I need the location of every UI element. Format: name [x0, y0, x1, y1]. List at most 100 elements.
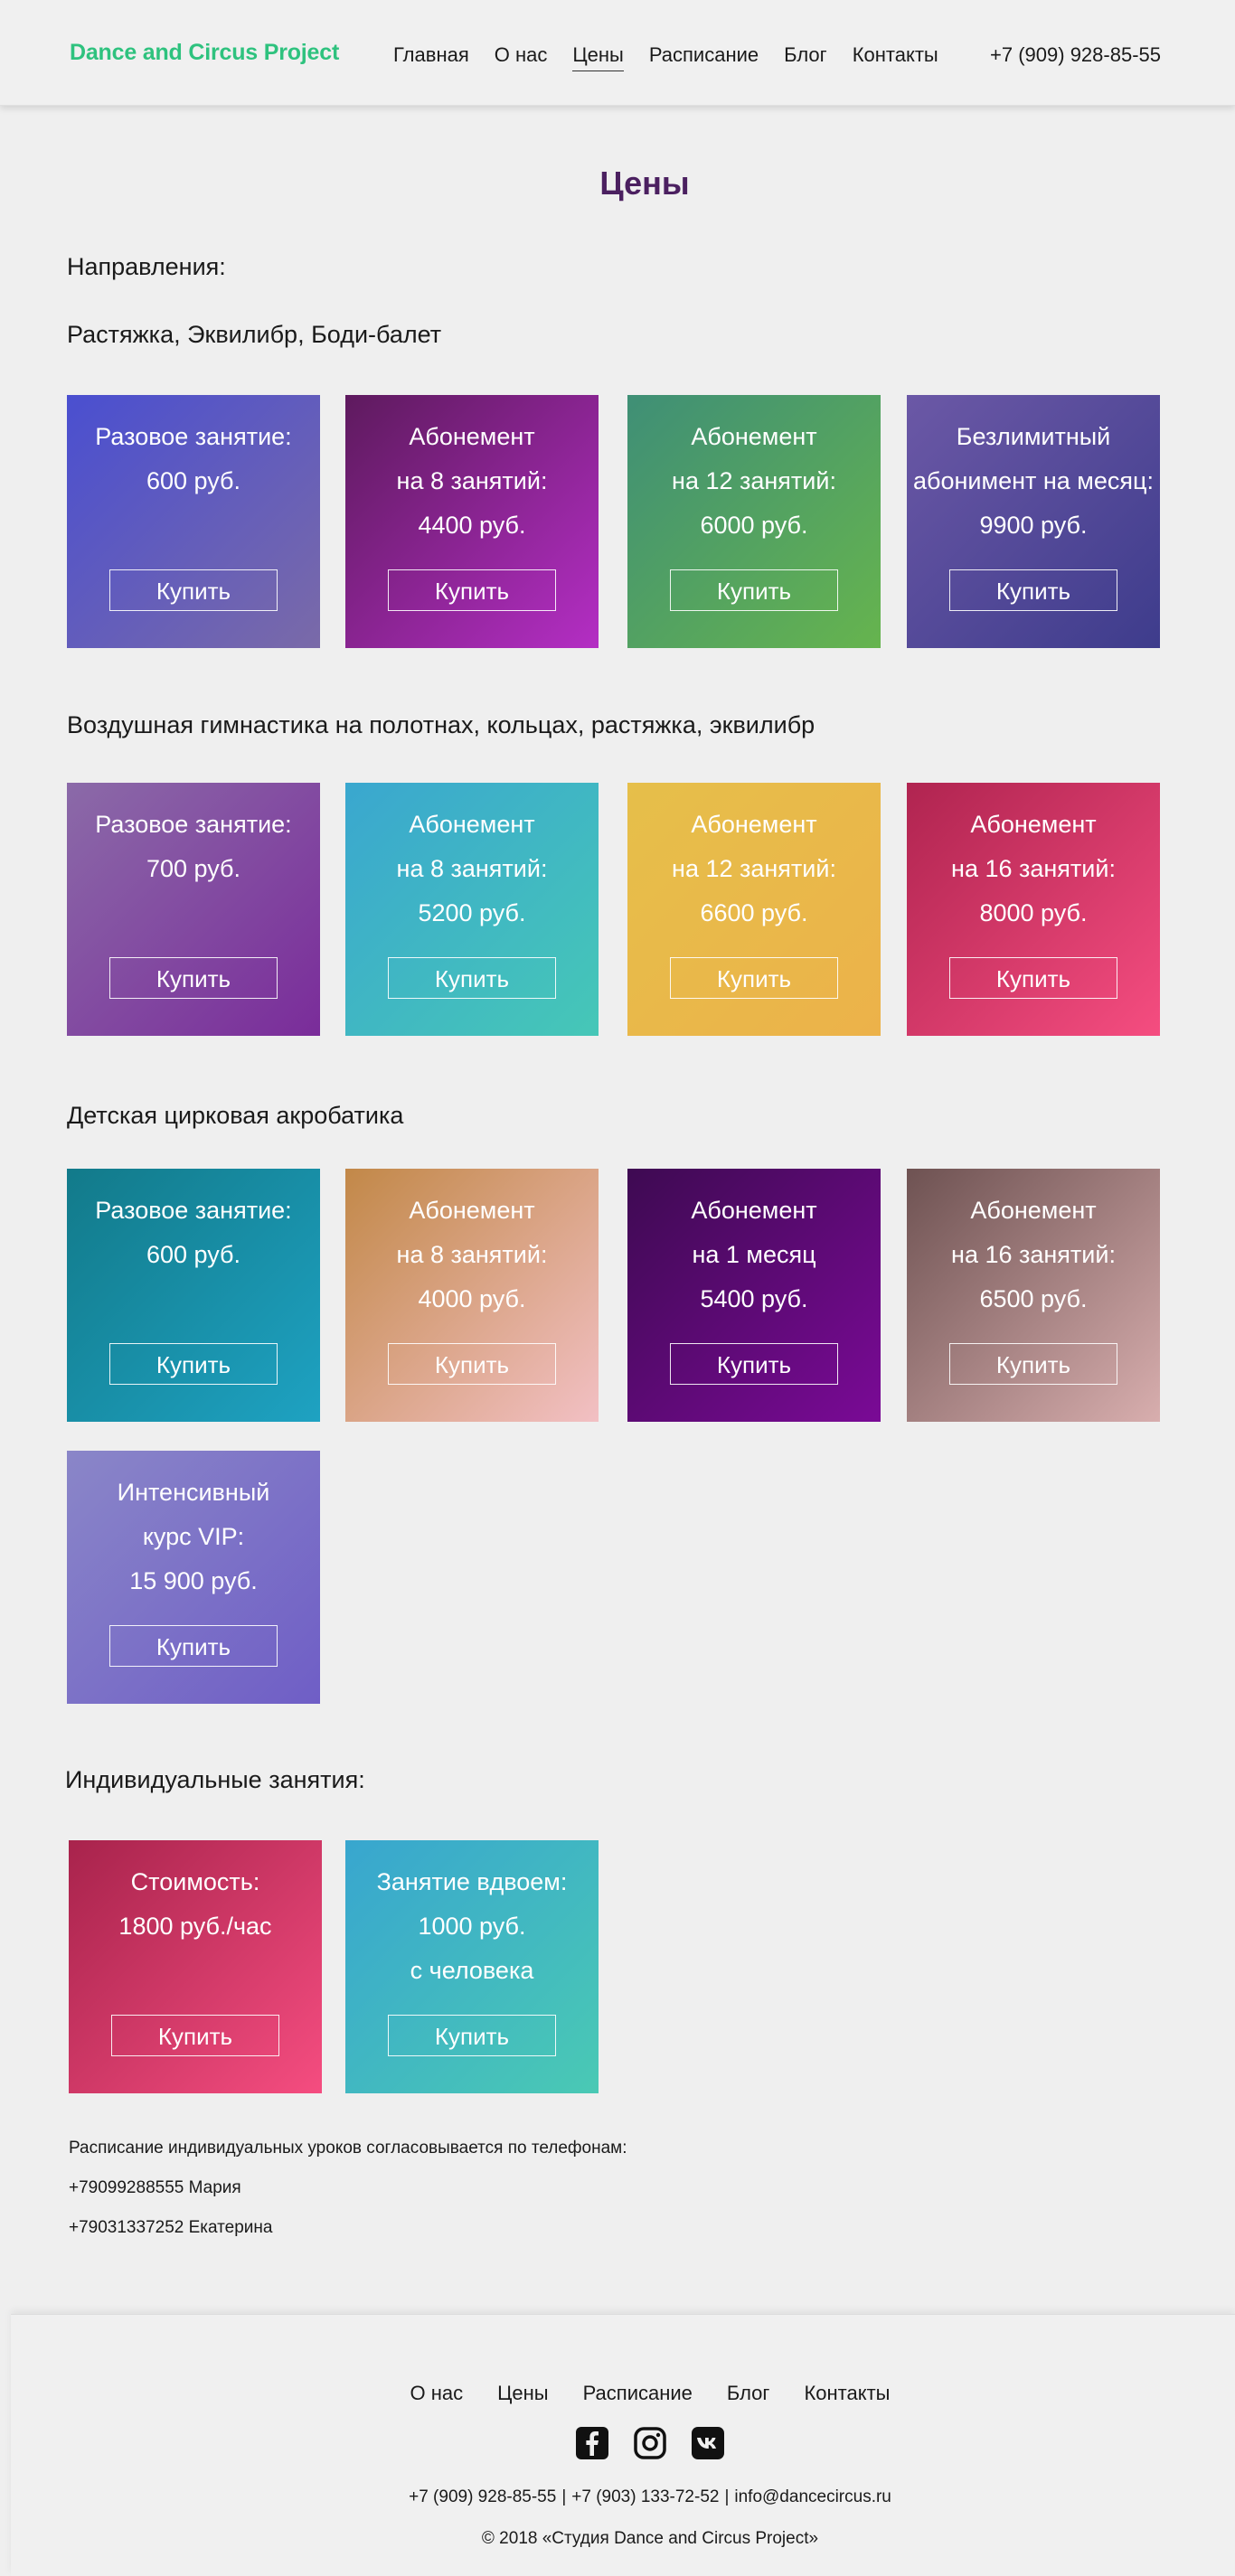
footer-phone-1[interactable]: +7 (909) 928-85-55	[409, 2487, 557, 2506]
nav-link-prices[interactable]: Цены	[572, 43, 624, 71]
price-card-line: 1800 руб./час	[118, 1913, 272, 1940]
section-title-stretching: Растяжка, Эквилибр, Боди-балет	[67, 321, 442, 348]
price-card-text: Абонемент на 16 занятий: 8000 руб.	[907, 783, 1160, 935]
price-card-line: 8000 руб.	[979, 899, 1088, 926]
header-phone[interactable]: +7 (909) 928-85-55	[990, 43, 1161, 66]
price-card-line: Разовое занятие:	[95, 423, 292, 450]
price-card: Безлимитный абонимент на месяц: 9900 руб. К…	[907, 395, 1160, 648]
nav-link-blog[interactable]: Блог	[784, 43, 827, 66]
section-title-aerial: Воздушная гимнастика на полотнах, кольца…	[67, 711, 815, 738]
price-card-line: на 12 занятий:	[672, 467, 836, 494]
nav-link-schedule[interactable]: Расписание	[648, 43, 759, 66]
nav-link-home[interactable]: Главная	[393, 43, 469, 66]
buy-button[interactable]: Купить	[388, 1343, 556, 1385]
price-card: Абонемент на 16 занятий: 8000 руб. Купить	[907, 783, 1160, 1036]
main-nav: Главная О нас Цены Расписание Блог Конта…	[393, 43, 964, 71]
contact-ekaterina: +79031337252 Екатерина	[69, 2218, 273, 2237]
price-card-text: Разовое занятие: 600 руб.	[67, 395, 320, 503]
price-card-text: Стоимость: 1800 руб./час	[69, 1840, 322, 1949]
price-card-line: с человека	[410, 1957, 534, 1984]
footer-link-prices[interactable]: Цены	[497, 2382, 549, 2404]
price-card-line: 6000 руб.	[700, 512, 808, 539]
price-card-line: Абонемент	[409, 423, 535, 450]
footer-nav: О нас Цены Расписание Блог Контакты	[11, 2382, 1235, 2405]
price-card-line: 5400 руб.	[700, 1285, 808, 1312]
price-card-line: абонимент на месяц:	[913, 467, 1154, 494]
vk-icon[interactable]	[690, 2425, 726, 2461]
footer-link-schedule[interactable]: Расписание	[582, 2382, 693, 2404]
price-card: Абонемент на 1 месяц 5400 руб. Купить	[627, 1169, 881, 1422]
price-card-line: на 8 занятий:	[396, 855, 548, 882]
price-card-text: Разовое занятие: 600 руб.	[67, 1169, 320, 1277]
social-links	[11, 2425, 1235, 2461]
price-card-line: 4400 руб.	[418, 512, 526, 539]
price-card-line: на 1 месяц	[692, 1241, 816, 1268]
buy-button[interactable]: Купить	[949, 957, 1117, 999]
price-card-line: Абонемент	[970, 811, 1097, 838]
directions-label: Направления:	[67, 253, 226, 280]
price-card-line: 700 руб.	[146, 855, 241, 882]
price-card-line: Абонемент	[970, 1197, 1097, 1224]
section-title-individual: Индивидуальные занятия:	[65, 1766, 365, 1793]
footer-email[interactable]: info@dancecircus.ru	[734, 2487, 891, 2506]
price-card-line: 4000 руб.	[418, 1285, 526, 1312]
buy-button[interactable]: Купить	[109, 1625, 278, 1667]
nav-link-contacts[interactable]: Контакты	[852, 43, 938, 66]
buy-button[interactable]: Купить	[109, 957, 278, 999]
buy-button[interactable]: Купить	[670, 1343, 838, 1385]
price-card: Абонемент на 8 занятий: 4000 руб. Купить	[345, 1169, 599, 1422]
price-card: Разовое занятие: 600 руб. Купить	[67, 1169, 320, 1422]
buy-button[interactable]: Купить	[949, 1343, 1117, 1385]
price-card-text: Разовое занятие: 700 руб.	[67, 783, 320, 891]
price-card-line: 6600 руб.	[700, 899, 808, 926]
buy-button[interactable]: Купить	[388, 957, 556, 999]
instagram-icon[interactable]	[632, 2425, 668, 2461]
price-card: Абонемент на 8 занятий: 5200 руб. Купить	[345, 783, 599, 1036]
price-card: Занятие вдвоем: 1000 руб. с человека Купить	[345, 1840, 599, 2093]
price-card: Абонемент на 12 занятий: 6000 руб. Купить	[627, 395, 881, 648]
buy-button[interactable]: Купить	[109, 569, 278, 611]
price-card: Абонемент на 8 занятий: 4400 руб. Купить	[345, 395, 599, 648]
buy-button[interactable]: Купить	[109, 1343, 278, 1385]
price-card-line: Абонемент	[691, 1197, 817, 1224]
facebook-icon[interactable]	[574, 2425, 610, 2461]
page-title: Цены	[599, 165, 690, 202]
buy-button[interactable]: Купить	[949, 569, 1117, 611]
buy-button[interactable]: Купить	[388, 2015, 556, 2056]
footer-link-contacts[interactable]: Контакты	[804, 2382, 891, 2404]
buy-button[interactable]: Купить	[670, 957, 838, 999]
nav-link-about[interactable]: О нас	[494, 43, 548, 66]
price-card-text: Интенсивный курс VIP: 15 900 руб.	[67, 1451, 320, 1603]
buy-button[interactable]: Купить	[670, 569, 838, 611]
price-card: Интенсивный курс VIP: 15 900 руб. Купить	[67, 1451, 320, 1704]
price-card-line: Абонемент	[691, 423, 817, 450]
buy-button[interactable]: Купить	[388, 569, 556, 611]
copyright: © 2018 «Студия Dance and Circus Project»	[481, 2529, 819, 2548]
footer-link-about[interactable]: О нас	[410, 2382, 464, 2404]
price-card-line: 6500 руб.	[979, 1285, 1088, 1312]
price-card-line: 1000 руб.	[418, 1913, 526, 1940]
price-card: Абонемент на 12 занятий: 6600 руб. Купить	[627, 783, 881, 1036]
price-card-text: Абонемент на 8 занятий: 4000 руб.	[345, 1169, 599, 1321]
separator: |	[724, 2487, 730, 2506]
footer-phone-2[interactable]: +7 (903) 133-72-52	[571, 2487, 720, 2506]
buy-button[interactable]: Купить	[111, 2015, 279, 2056]
price-card-line: Стоимость:	[130, 1868, 260, 1895]
price-card-text: Абонемент на 8 занятий: 4400 руб.	[345, 395, 599, 548]
price-card-text: Безлимитный абонимент на месяц: 9900 руб.	[907, 395, 1160, 548]
price-card-text: Абонемент на 1 месяц 5400 руб.	[627, 1169, 881, 1321]
price-card-line: на 8 занятий:	[396, 467, 548, 494]
price-card-text: Занятие вдвоем: 1000 руб. с человека	[345, 1840, 599, 1993]
price-card-line: курс VIP:	[142, 1523, 245, 1550]
price-card-line: 5200 руб.	[418, 899, 526, 926]
price-card: Абонемент на 16 занятий: 6500 руб. Купить	[907, 1169, 1160, 1422]
contact-maria: +79099288555 Мария	[69, 2178, 241, 2197]
section-title-kids: Детская цирковая акробатика	[67, 1102, 404, 1129]
footer-link-blog[interactable]: Блог	[726, 2382, 770, 2404]
price-card-line: на 8 занятий:	[396, 1241, 548, 1268]
price-card-line: Абонемент	[691, 811, 817, 838]
price-card-line: Разовое занятие:	[95, 811, 292, 838]
site-footer: О нас Цены Расписание Блог Контакты +7 (…	[11, 2314, 1235, 2576]
site-logo[interactable]: Dance and Circus Project	[70, 40, 340, 65]
price-card-line: на 16 занятий:	[951, 855, 1116, 882]
